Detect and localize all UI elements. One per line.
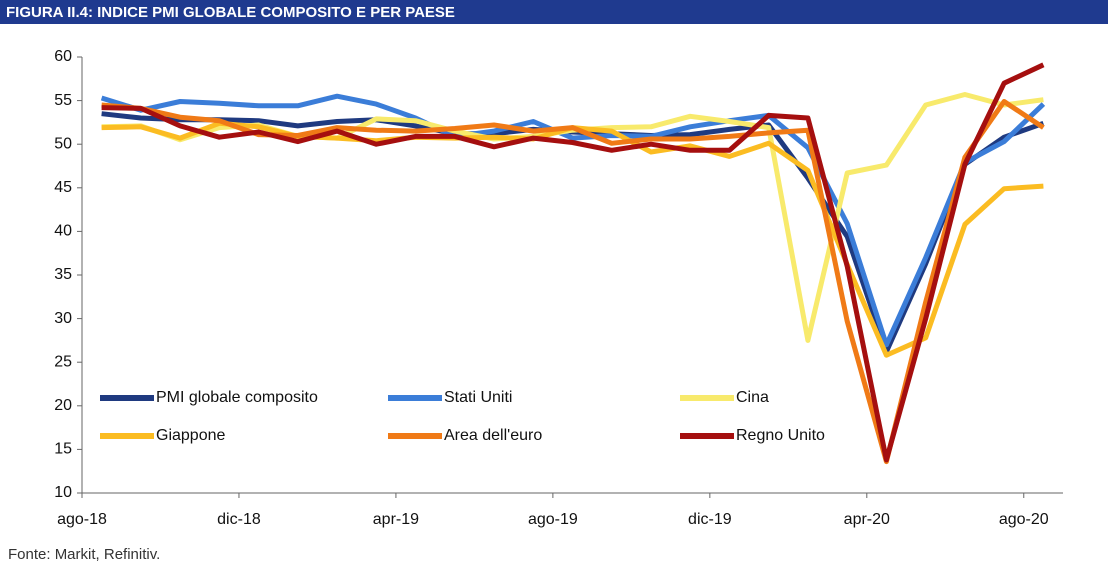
chart-title: FIGURA II.4: INDICE PMI GLOBALE COMPOSIT… bbox=[6, 4, 455, 21]
y-tick-label: 55 bbox=[54, 92, 72, 109]
y-tick-label: 45 bbox=[54, 179, 72, 196]
x-tick-label: dic-19 bbox=[688, 511, 732, 528]
series-line bbox=[101, 111, 1045, 355]
y-tick-label: 25 bbox=[54, 353, 72, 370]
legend-label: Area dell'euro bbox=[444, 427, 542, 444]
y-tick-label: 15 bbox=[54, 441, 72, 458]
x-tick-label: ago-18 bbox=[57, 511, 107, 528]
x-tick-label: apr-19 bbox=[373, 511, 419, 528]
legend-label: PMI globale composito bbox=[156, 389, 318, 406]
legend-label: Cina bbox=[736, 389, 769, 406]
legend-label: Stati Uniti bbox=[444, 389, 512, 406]
legend-label: Giappone bbox=[156, 427, 225, 444]
y-tick-label: 50 bbox=[54, 135, 72, 152]
title-bar bbox=[0, 0, 1108, 24]
legend-label: Regno Unito bbox=[736, 427, 825, 444]
x-tick-label: apr-20 bbox=[844, 511, 890, 528]
series-line bbox=[100, 93, 1046, 348]
y-tick-label: 20 bbox=[54, 397, 72, 414]
source-note: Fonte: Markit, Refinitiv. bbox=[8, 546, 160, 563]
y-tick-label: 10 bbox=[54, 484, 72, 501]
y-tick-label: 30 bbox=[54, 310, 72, 327]
x-tick-label: ago-19 bbox=[528, 511, 578, 528]
x-tick-label: ago-20 bbox=[999, 511, 1049, 528]
series-line bbox=[101, 62, 1045, 463]
y-tick-label: 35 bbox=[54, 266, 72, 283]
y-tick-label: 40 bbox=[54, 223, 72, 240]
x-tick-label: dic-18 bbox=[217, 511, 261, 528]
y-tick-label: 60 bbox=[54, 48, 72, 65]
